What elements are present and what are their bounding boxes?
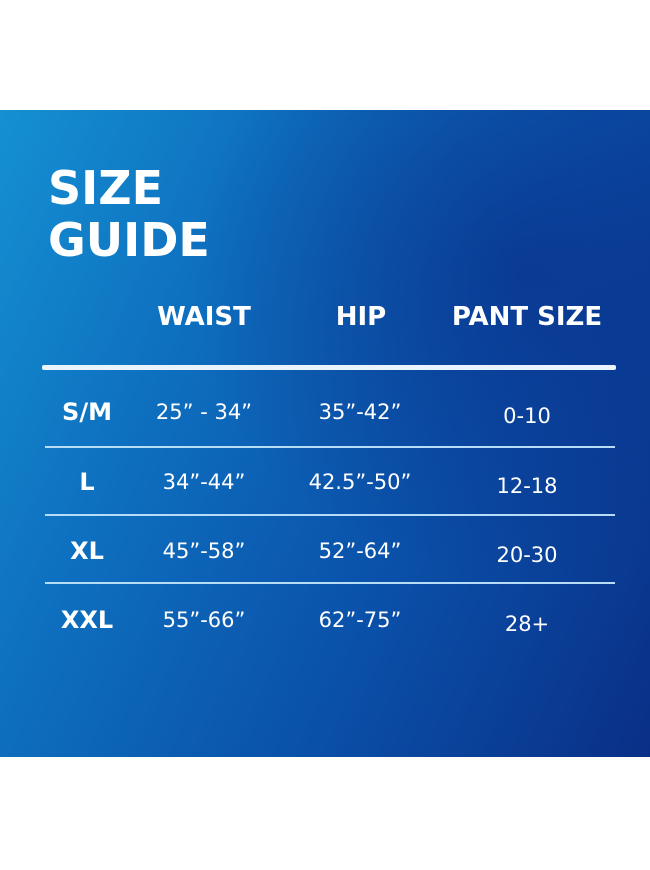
cell-hip: 35”-42” <box>318 400 402 424</box>
cell-waist: 34”-44” <box>162 470 246 494</box>
header-divider <box>42 365 616 370</box>
header-hip: HIP <box>335 302 387 332</box>
cell-pant: 20-30 <box>496 543 558 567</box>
cell-hip: 42.5”-50” <box>308 470 412 494</box>
cell-hip: 52”-64” <box>318 539 402 563</box>
header-waist: WAIST <box>157 302 251 332</box>
cell-size: L <box>79 468 95 496</box>
cell-size: XL <box>70 537 104 565</box>
header-pant-size: PANT SIZE <box>451 302 603 332</box>
page-title: SIZE GUIDE <box>48 162 210 266</box>
cell-pant: 0-10 <box>503 404 551 428</box>
row-divider <box>45 514 615 516</box>
cell-size: XXL <box>60 606 114 634</box>
cell-hip: 62”-75” <box>318 608 402 632</box>
cell-waist: 55”-66” <box>162 608 246 632</box>
cell-pant: 28+ <box>504 612 550 636</box>
row-divider <box>45 446 615 448</box>
cell-waist: 25” - 34” <box>155 400 253 424</box>
cell-size: S/M <box>62 398 112 426</box>
row-divider <box>45 582 615 584</box>
title-line-1: SIZE <box>48 161 164 215</box>
title-line-2: GUIDE <box>48 213 210 267</box>
cell-waist: 45”-58” <box>162 539 246 563</box>
cell-pant: 12-18 <box>496 474 558 498</box>
size-guide-panel: SIZE GUIDE WAIST HIP PANT SIZE S/M 25” - … <box>0 110 650 757</box>
